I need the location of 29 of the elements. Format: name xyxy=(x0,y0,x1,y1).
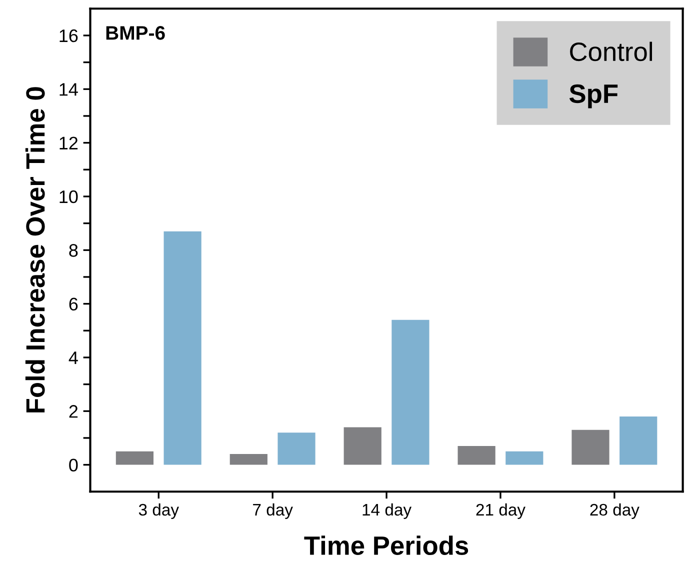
bar xyxy=(164,231,202,465)
legend-label: Control xyxy=(570,42,652,62)
bar xyxy=(458,446,496,465)
bar xyxy=(392,320,430,465)
y-tick-label: 2 xyxy=(69,405,78,418)
x-tick-label: 21 day xyxy=(476,503,526,519)
x-tick-label: 7 day xyxy=(253,503,293,519)
x-axis-title: Time Periods xyxy=(304,536,468,556)
legend-label: SpF xyxy=(569,84,618,108)
y-tick-label: 8 xyxy=(69,244,78,257)
bar xyxy=(572,430,610,465)
bar xyxy=(116,451,154,465)
bar xyxy=(278,432,316,465)
bar xyxy=(230,454,268,465)
y-tick-label: 6 xyxy=(69,298,78,311)
y-tick-label: 10 xyxy=(60,190,78,204)
annotation: BMP-6 xyxy=(106,26,165,40)
y-tick-label: 4 xyxy=(68,352,78,364)
x-tick-label: 28 day xyxy=(590,503,640,519)
y-tick-label: 12 xyxy=(60,136,78,150)
x-tick-label: 14 day xyxy=(362,503,412,519)
bar xyxy=(620,416,658,465)
bar xyxy=(506,451,544,465)
y-axis-title: Fold Increase Over Time 0 xyxy=(25,87,45,412)
x-tick-label: 3 day xyxy=(138,503,179,519)
bar xyxy=(344,427,382,465)
y-tick-label: 14 xyxy=(60,83,78,96)
y-tick-label: 0 xyxy=(69,458,78,472)
y-tick-label: 16 xyxy=(60,29,78,42)
